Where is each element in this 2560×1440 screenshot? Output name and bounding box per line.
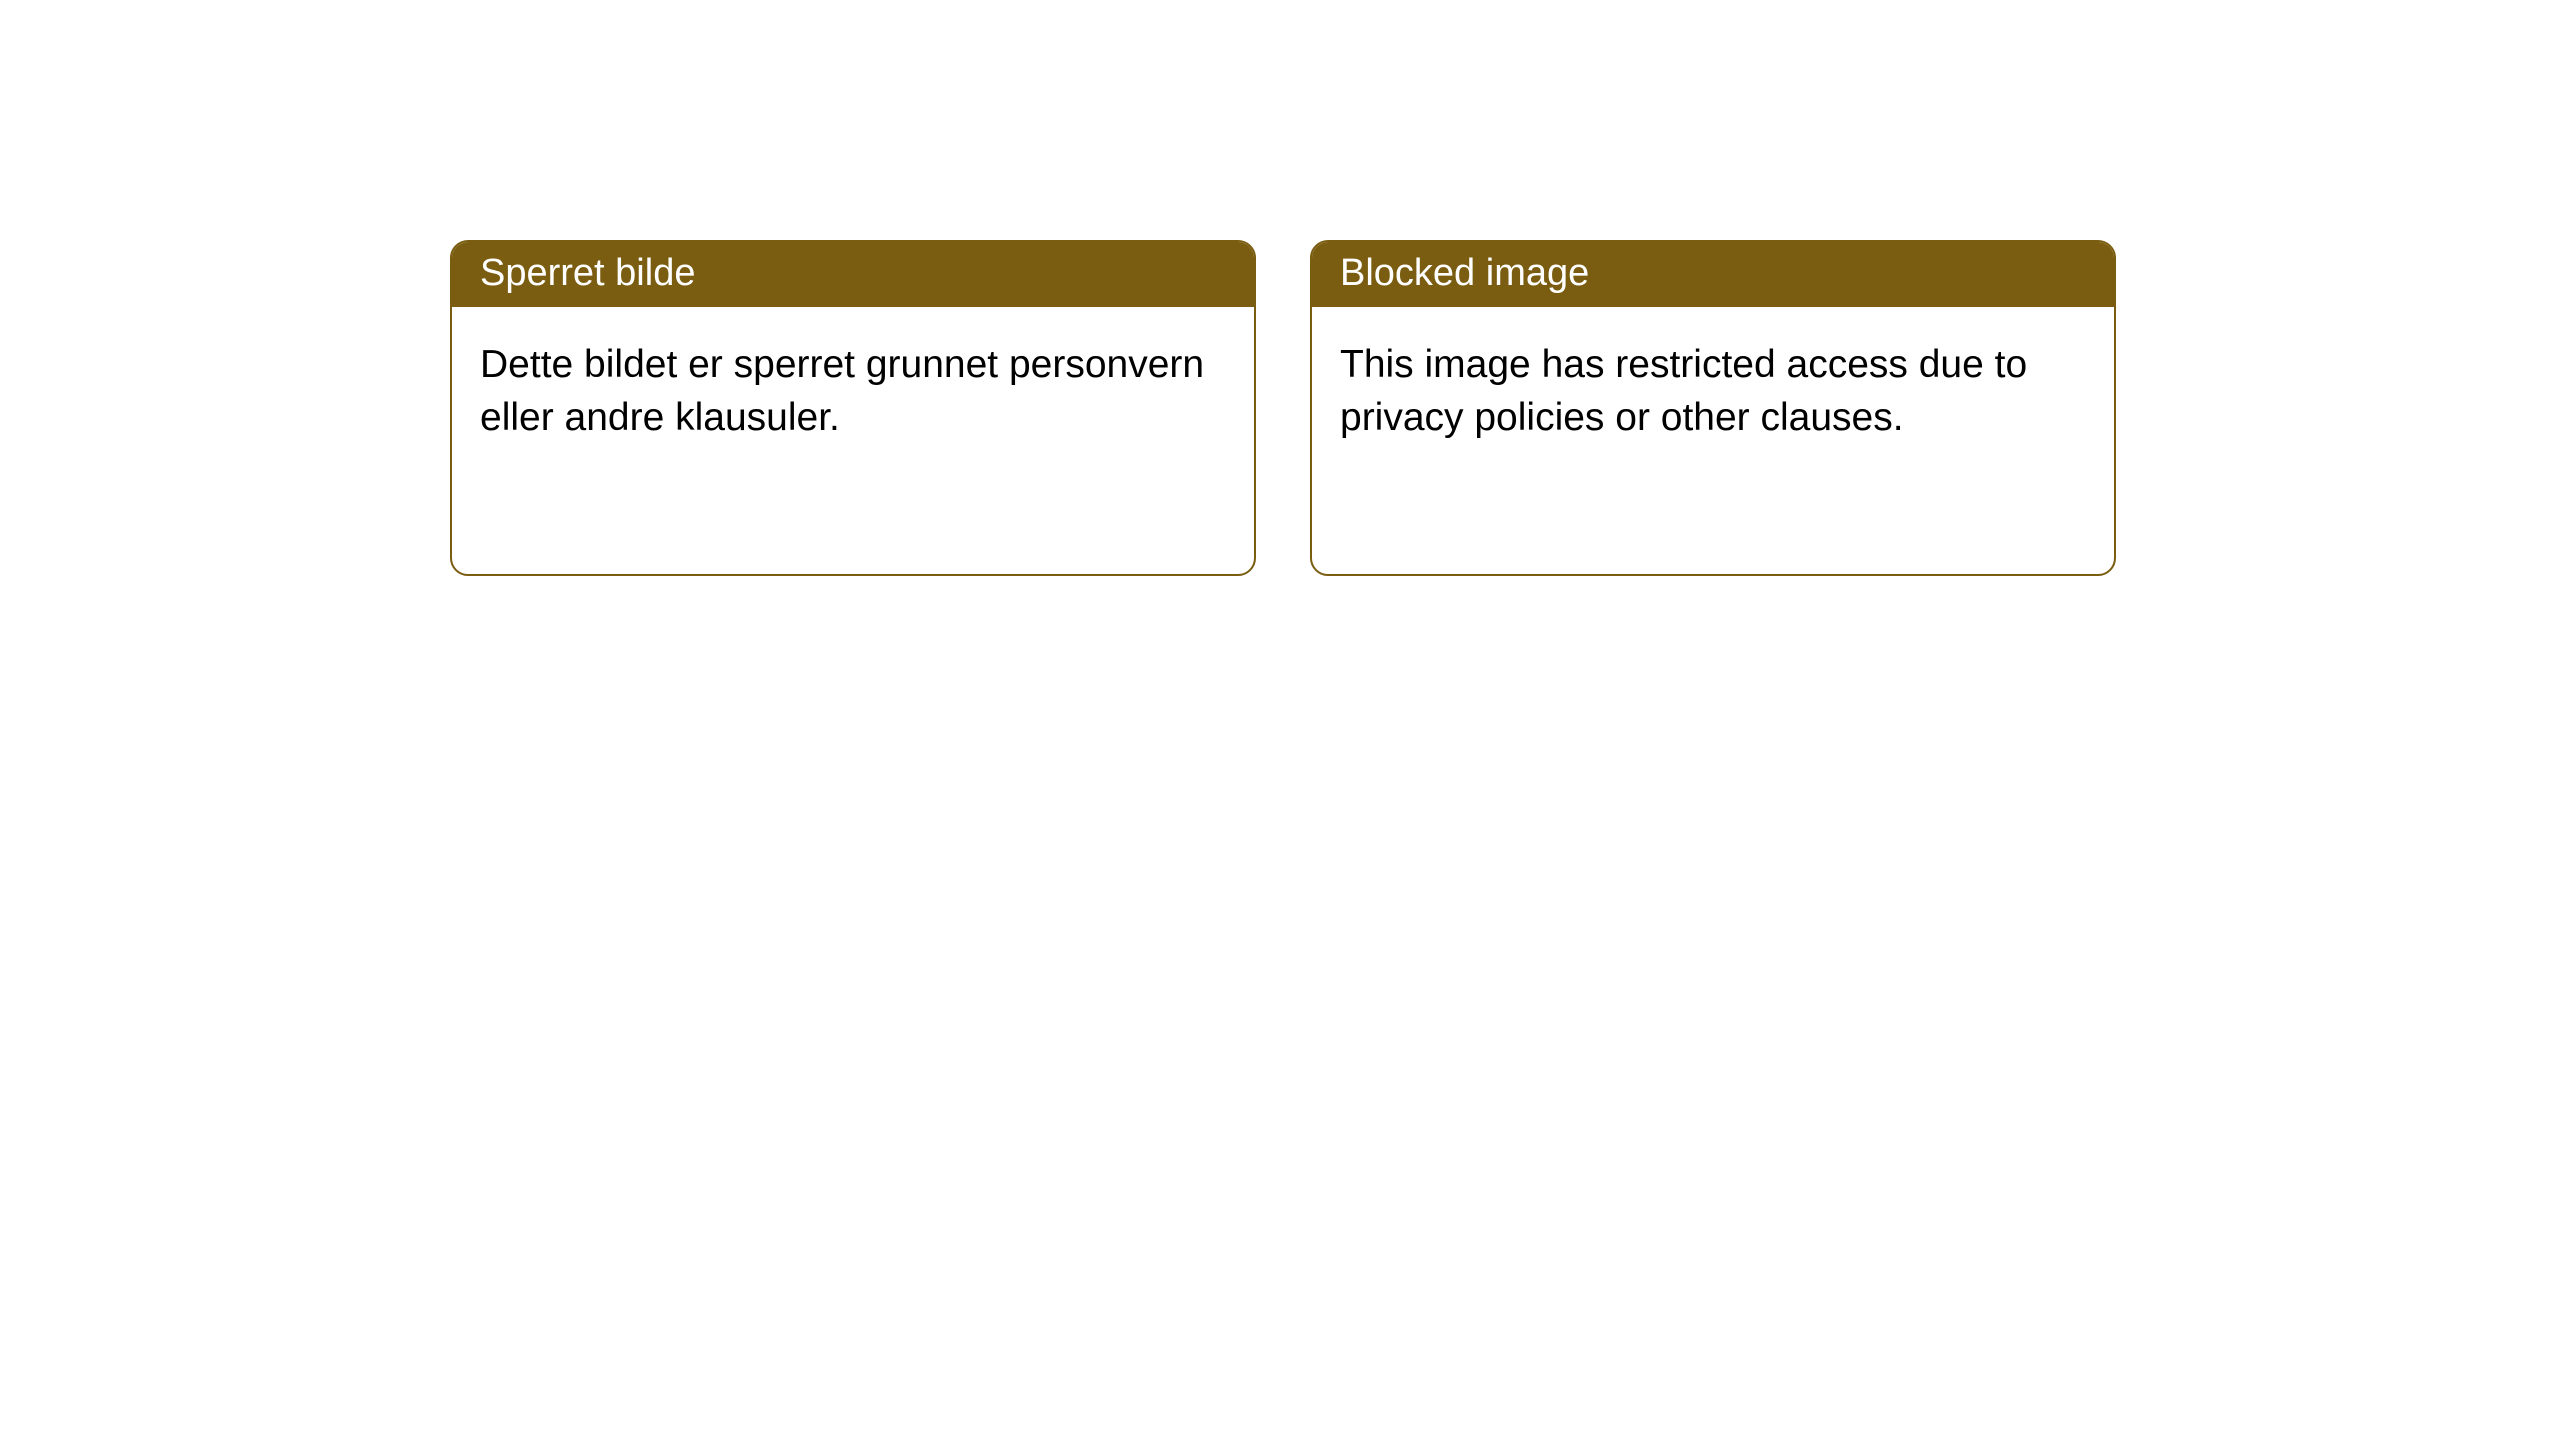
notice-card-english: Blocked image This image has restricted … [1310,240,2116,576]
notice-body-norwegian: Dette bildet er sperret grunnet personve… [452,307,1254,476]
notice-body-english: This image has restricted access due to … [1312,307,2114,476]
notice-title-english: Blocked image [1312,242,2114,307]
notice-container: Sperret bilde Dette bildet er sperret gr… [0,0,2560,576]
notice-card-norwegian: Sperret bilde Dette bildet er sperret gr… [450,240,1256,576]
notice-title-norwegian: Sperret bilde [452,242,1254,307]
